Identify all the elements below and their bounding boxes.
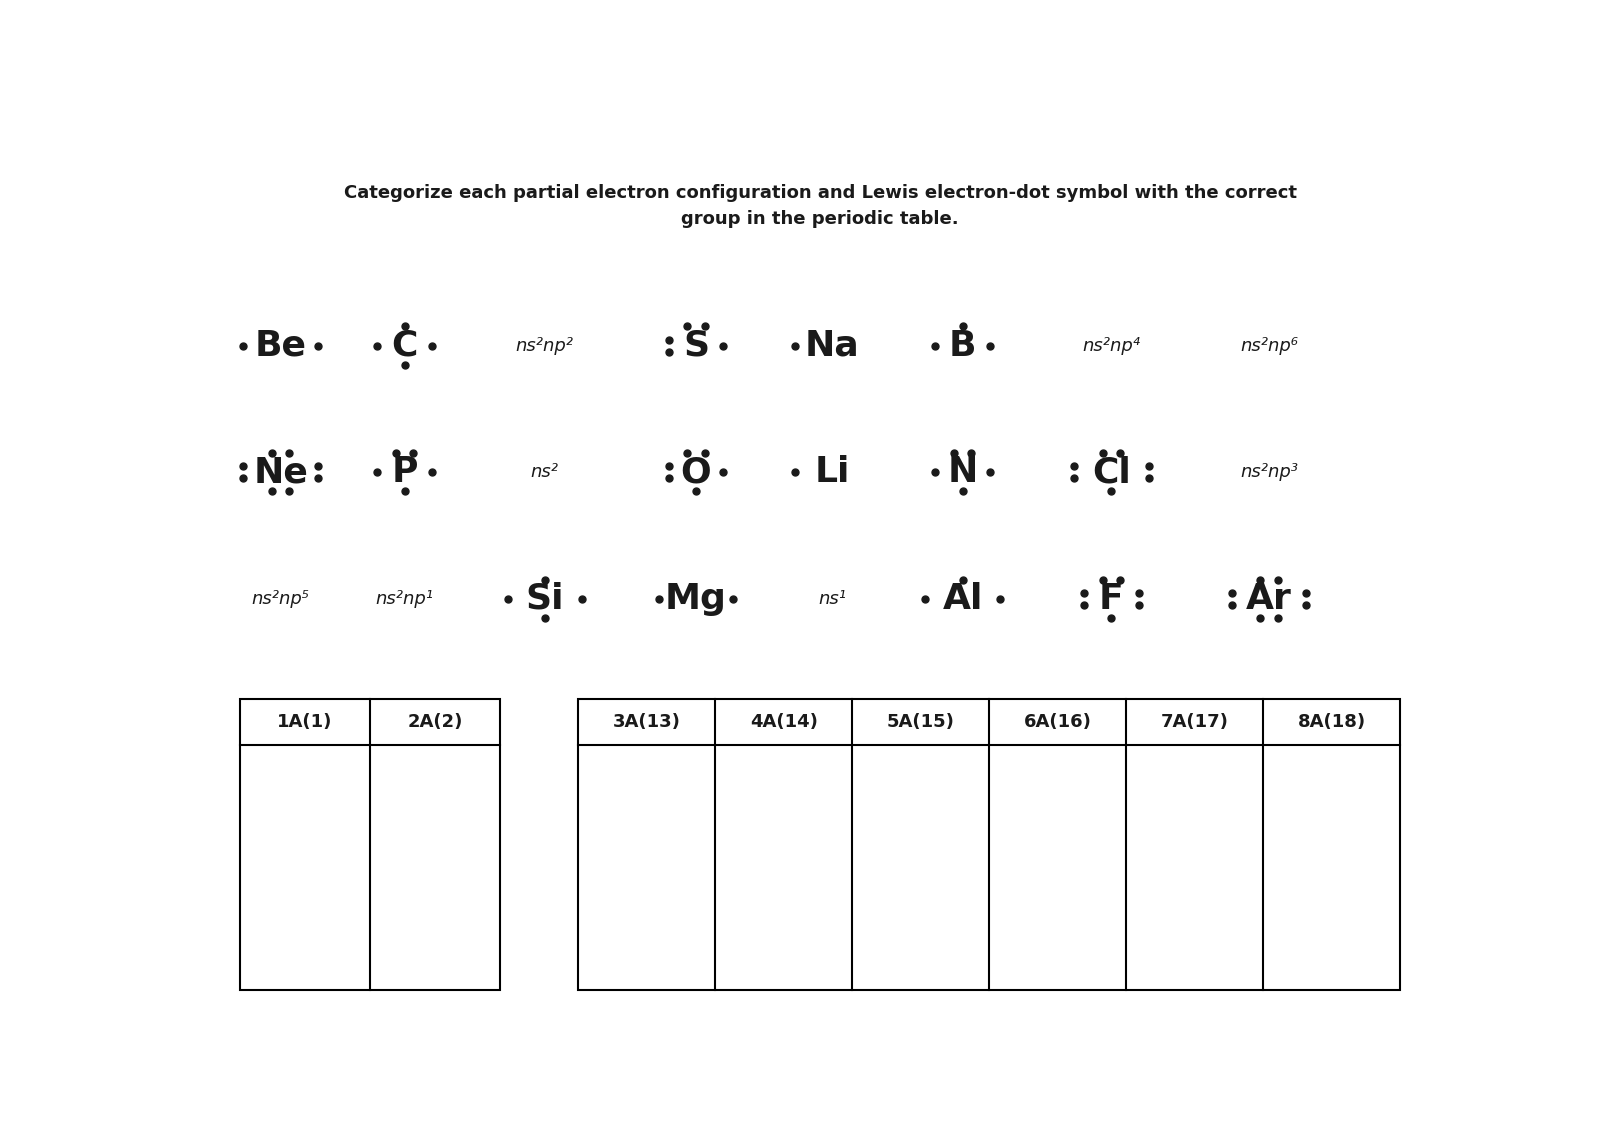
Text: 6A(16): 6A(16) [1024, 713, 1091, 731]
Text: Si: Si [525, 582, 563, 616]
Text: S: S [683, 329, 709, 363]
Text: Cl: Cl [1093, 455, 1131, 489]
Text: ns²np²: ns²np² [515, 337, 574, 355]
Text: Li: Li [814, 455, 850, 489]
Text: N: N [947, 455, 978, 489]
Text: 3A(13): 3A(13) [613, 713, 680, 731]
Text: 4A(14): 4A(14) [750, 713, 818, 731]
Text: O: O [680, 455, 712, 489]
Text: 5A(15): 5A(15) [886, 713, 955, 731]
Text: P: P [392, 455, 418, 489]
Text: ns²np¹: ns²np¹ [376, 590, 434, 608]
Text: ns²np⁵: ns²np⁵ [251, 590, 310, 608]
Text: Ne: Ne [253, 455, 309, 489]
Bar [240, 700, 501, 990]
Text: 2A(2): 2A(2) [408, 713, 462, 731]
Text: Na: Na [805, 329, 859, 363]
Text: F: F [1099, 582, 1123, 616]
Text: ns²np³: ns²np³ [1240, 464, 1298, 481]
Text: Categorize each partial electron configuration and Lewis electron-dot symbol wit: Categorize each partial electron configu… [344, 184, 1296, 202]
Text: Mg: Mg [666, 582, 726, 616]
Text: 1A(1): 1A(1) [277, 713, 333, 731]
Text: 8A(18): 8A(18) [1298, 713, 1366, 731]
Text: group in the periodic table.: group in the periodic table. [682, 210, 958, 228]
Text: C: C [392, 329, 418, 363]
Text: ns²np⁴: ns²np⁴ [1083, 337, 1141, 355]
Text: ns²: ns² [531, 464, 558, 481]
Text: ns²np⁶: ns²np⁶ [1240, 337, 1298, 355]
Text: Ar: Ar [1246, 582, 1291, 616]
Text: Be: Be [254, 329, 307, 363]
Text: Al: Al [942, 582, 982, 616]
Text: B: B [949, 329, 976, 363]
Text: ns¹: ns¹ [818, 590, 846, 608]
Text: 7A(17): 7A(17) [1162, 713, 1229, 731]
Bar [578, 700, 1400, 990]
